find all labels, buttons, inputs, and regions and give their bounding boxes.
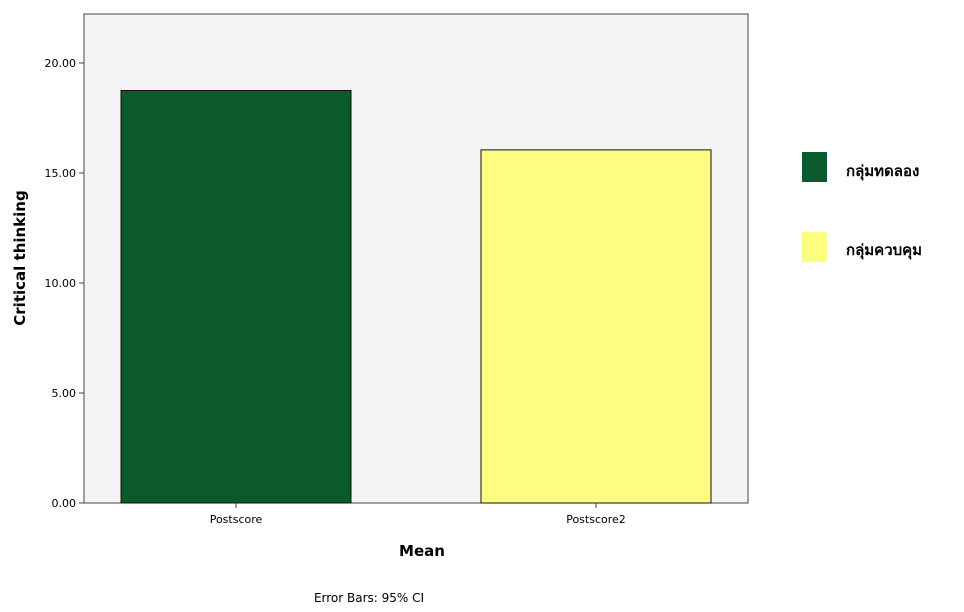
- error-bars-footnote: Error Bars: 95% CI: [314, 591, 424, 605]
- bars-group: [120, 90, 712, 504]
- legend: กลุ่มทดลอง กลุ่มควบคุม: [802, 152, 922, 262]
- y-tick-label: 5.00: [52, 387, 77, 400]
- legend-label-experimental: กลุ่มทดลอง: [846, 162, 919, 181]
- y-axis-title: Critical thinking: [11, 190, 29, 325]
- x-axis-title: Mean: [399, 542, 445, 560]
- y-tick-label: 10.00: [45, 277, 77, 290]
- legend-label-control: กลุ่มควบคุม: [846, 241, 922, 260]
- legend-swatch-experimental: [802, 152, 827, 182]
- x-tick-label: Postscore2: [566, 513, 626, 526]
- bar-postscore: [120, 90, 352, 504]
- x-tick-label: Postscore: [210, 513, 263, 526]
- y-tick-label: 20.00: [45, 57, 77, 70]
- bar-postscore2: [480, 149, 712, 504]
- x-axis: Postscore Postscore2: [210, 503, 626, 526]
- y-axis: 0.00 5.00 10.00 15.00 20.00: [45, 57, 84, 510]
- y-tick-label: 15.00: [45, 167, 77, 180]
- y-tick-label: 0.00: [52, 497, 77, 510]
- legend-swatch-control: [802, 232, 827, 262]
